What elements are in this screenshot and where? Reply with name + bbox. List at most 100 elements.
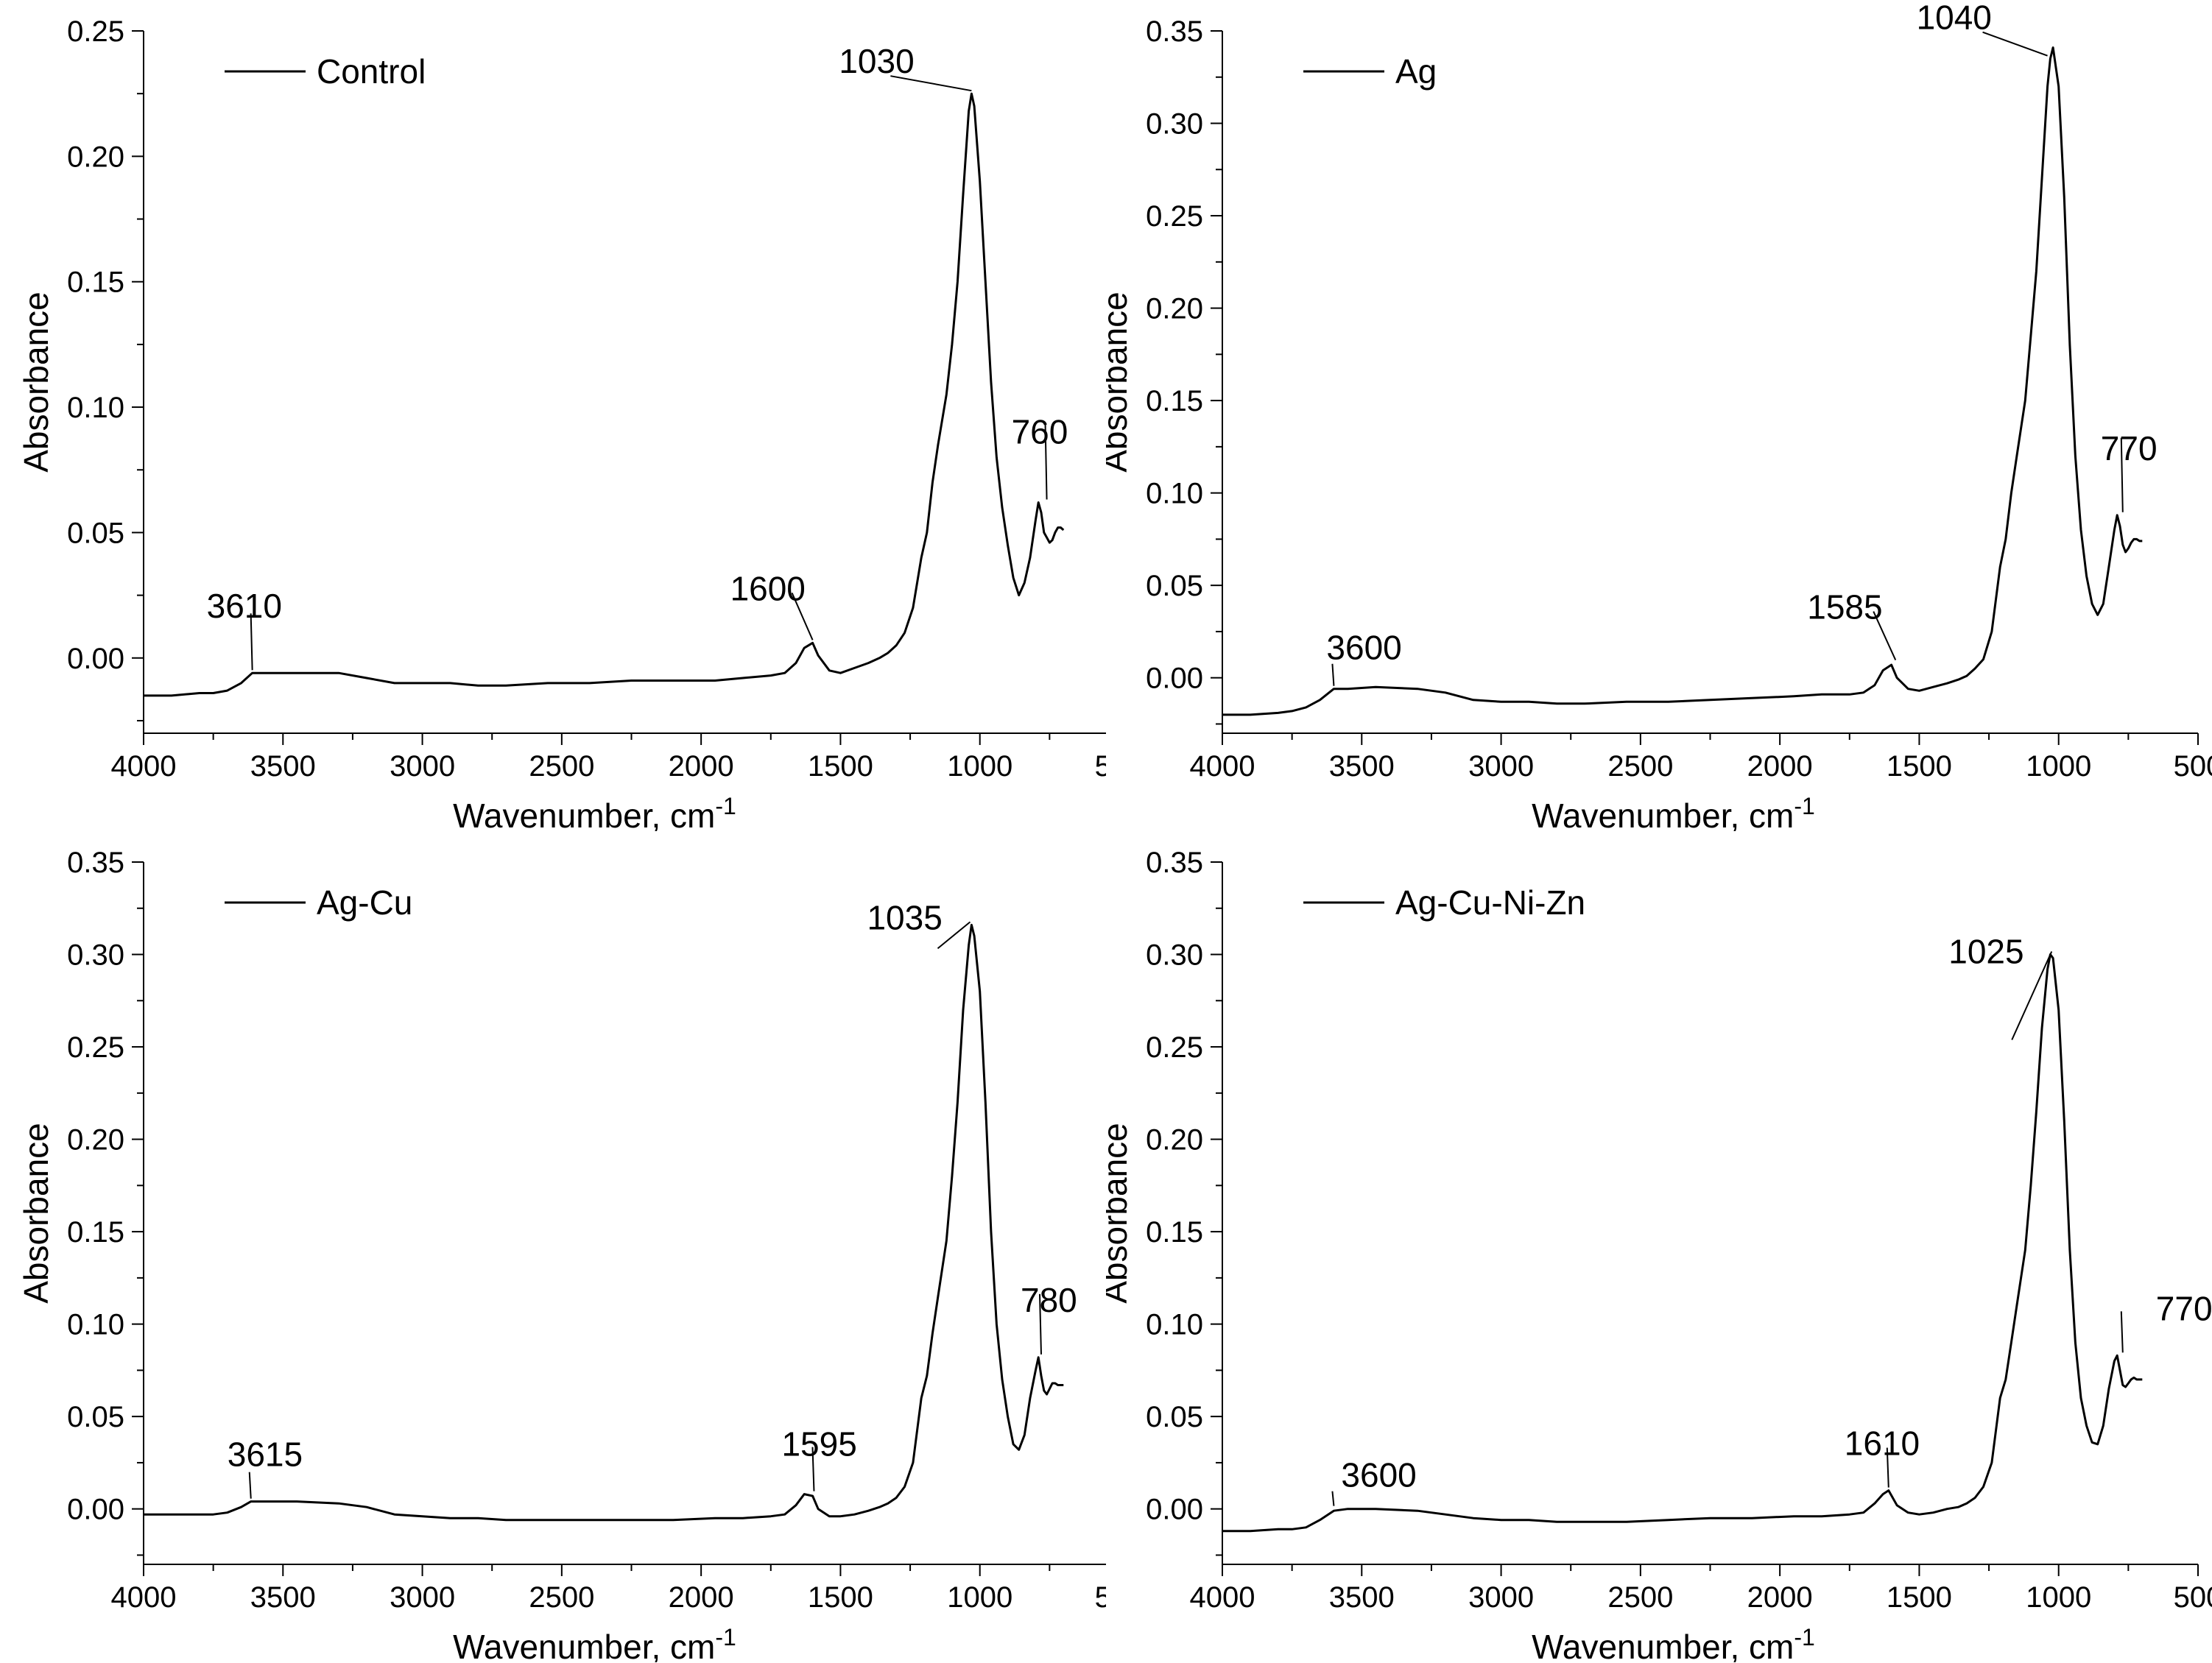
y-tick-label: 0.20	[67, 1124, 124, 1157]
peak-label: 1030	[839, 42, 914, 80]
x-tick-label: 2000	[669, 1581, 734, 1614]
y-tick-label: 0.00	[1146, 663, 1203, 695]
peak-label: 1025	[1948, 933, 2023, 971]
peak-leader-line	[1982, 31, 2048, 57]
x-tick-label: 2000	[1747, 1581, 1813, 1614]
chart-panel-ag-cu-ni-zn: 4000 3500 3000 2500 2000 1500 1000 500 0.00 0.05 0…	[1106, 831, 2212, 1662]
peak-label: 770	[2156, 1289, 2212, 1327]
series-line-ag-cu-ni-zn	[1222, 953, 2143, 1533]
series-line-ag	[1222, 46, 2143, 716]
x-tick-label: 500	[1095, 1581, 1106, 1614]
x-tick-label: 500	[2174, 750, 2212, 783]
x-tick-label: 4000	[1190, 750, 1255, 783]
y-tick-label: 0.10	[67, 1309, 124, 1341]
chart-panel-ag: 4000 3500 3000 2500 2000 1500 1000 500 0.00 0.05 0…	[1106, 0, 2212, 831]
peak-leader-line	[791, 592, 814, 640]
x-tick-label: 500	[2174, 1581, 2212, 1614]
peak-leader-line	[2011, 951, 2053, 1040]
chart-svg: 4000 3500 3000 2500 2000 1500 1000 500 0.00 0.05 0…	[1106, 847, 2212, 1662]
x-axis-title-superscript: -1	[715, 1624, 736, 1650]
legend-label: Ag-Cu-Ni-Zn	[1395, 883, 1585, 922]
x-tick-label: 1000	[947, 1581, 1012, 1614]
y-tick-label: 0.05	[67, 1401, 124, 1433]
y-tick-label: 0.25	[1146, 1031, 1203, 1064]
y-tick-label: 0.35	[1146, 847, 1203, 879]
peak-leader-line	[248, 1472, 252, 1499]
peak-leader-line	[2120, 1311, 2124, 1353]
legend-label: Ag	[1395, 52, 1437, 91]
x-axis-title: Wavenumber, cm-1	[453, 793, 736, 831]
peak-leader-line	[250, 613, 253, 671]
y-axis-title: Absorbance	[1106, 292, 1134, 473]
x-tick-label: 2500	[529, 1581, 594, 1614]
legend-label: Ag-Cu	[317, 883, 412, 922]
y-tick-label: 0.20	[67, 141, 124, 173]
x-tick-label: 500	[1095, 750, 1106, 783]
peak-label: 3610	[207, 587, 282, 625]
peak-label: 1600	[730, 569, 806, 607]
peak-leader-line	[1873, 611, 1897, 661]
y-tick-label: 0.20	[1146, 293, 1203, 325]
peak-leader-line	[1331, 663, 1335, 686]
x-tick-label: 3000	[1468, 750, 1534, 783]
x-tick-label: 1500	[808, 750, 873, 783]
y-axis-title: Absorbance	[1106, 1123, 1134, 1304]
x-tick-label: 1500	[1887, 1581, 1952, 1614]
x-tick-label: 3000	[390, 750, 455, 783]
y-tick-label: 0.10	[1146, 1309, 1203, 1341]
x-tick-label: 1500	[808, 1581, 873, 1614]
peak-leader-line	[1331, 1491, 1335, 1506]
x-tick-label: 2500	[1607, 750, 1673, 783]
x-tick-label: 1500	[1887, 750, 1952, 783]
x-tick-label: 3500	[250, 1581, 316, 1614]
x-tick-label: 2000	[1747, 750, 1813, 783]
x-tick-label: 1000	[947, 750, 1012, 783]
y-tick-label: 0.15	[1146, 1216, 1203, 1249]
y-tick-label: 0.00	[67, 1494, 124, 1526]
peak-label: 3615	[228, 1436, 303, 1474]
x-axis-title-superscript: -1	[715, 793, 736, 819]
x-tick-label: 3500	[250, 750, 316, 783]
y-tick-label: 0.15	[67, 1216, 124, 1249]
y-tick-label: 0.20	[1146, 1124, 1203, 1157]
x-axis-title: Wavenumber, cm-1	[1532, 793, 1815, 831]
chart-svg: 4000 3500 3000 2500 2000 1500 1000 500 0.00 0.05 0…	[1106, 0, 2212, 831]
y-axis-title: Absorbance	[17, 1123, 55, 1304]
peak-label: 1585	[1807, 588, 1882, 626]
chart-svg: 4000 3500 3000 2500 2000 1500 1000 500 0.00 0.05 0…	[17, 847, 1106, 1662]
x-tick-label: 2500	[529, 750, 594, 783]
x-tick-label: 2000	[669, 750, 734, 783]
y-tick-label: 0.15	[67, 266, 124, 299]
peak-leader-line	[1886, 1447, 1889, 1488]
y-tick-label: 0.00	[67, 643, 124, 675]
x-tick-label: 3500	[1329, 1581, 1395, 1614]
peak-leader-line	[1044, 424, 1048, 500]
peak-label: 1595	[781, 1425, 856, 1463]
x-tick-label: 3000	[1468, 1581, 1534, 1614]
x-axis-title-superscript: -1	[1794, 1624, 1814, 1650]
series-line-control	[144, 92, 1065, 697]
x-tick-label: 4000	[111, 750, 177, 783]
peak-label: 770	[2101, 429, 2158, 467]
y-axis-title: Absorbance	[17, 292, 55, 473]
peak-leader-line	[2120, 437, 2124, 512]
chart-panel-ag-cu: 4000 3500 3000 2500 2000 1500 1000 500 0.00 0.05 0…	[0, 831, 1106, 1662]
y-tick-label: 0.35	[1146, 15, 1203, 48]
peak-leader-line	[1039, 1293, 1042, 1355]
y-tick-label: 0.10	[1146, 478, 1203, 510]
y-tick-label: 0.25	[1146, 200, 1203, 233]
y-tick-label: 0.25	[67, 1031, 124, 1064]
y-tick-label: 0.05	[67, 517, 124, 549]
x-tick-label: 4000	[1190, 1581, 1255, 1614]
y-tick-label: 0.30	[1146, 939, 1203, 972]
y-tick-label: 0.25	[67, 15, 124, 48]
x-tick-label: 3500	[1329, 750, 1395, 783]
chart-svg: 4000 3500 3000 2500 2000 1500 1000 500 0.00 0.05 0…	[17, 15, 1106, 831]
x-axis-title: Wavenumber, cm-1	[1532, 1624, 1815, 1662]
peak-label: 3600	[1326, 629, 1401, 667]
x-tick-label: 4000	[111, 1581, 177, 1614]
peak-leader-line	[811, 1447, 815, 1491]
y-tick-label: 0.35	[67, 847, 124, 879]
peak-label: 1040	[1917, 0, 1992, 37]
y-tick-label: 0.15	[1146, 385, 1203, 417]
